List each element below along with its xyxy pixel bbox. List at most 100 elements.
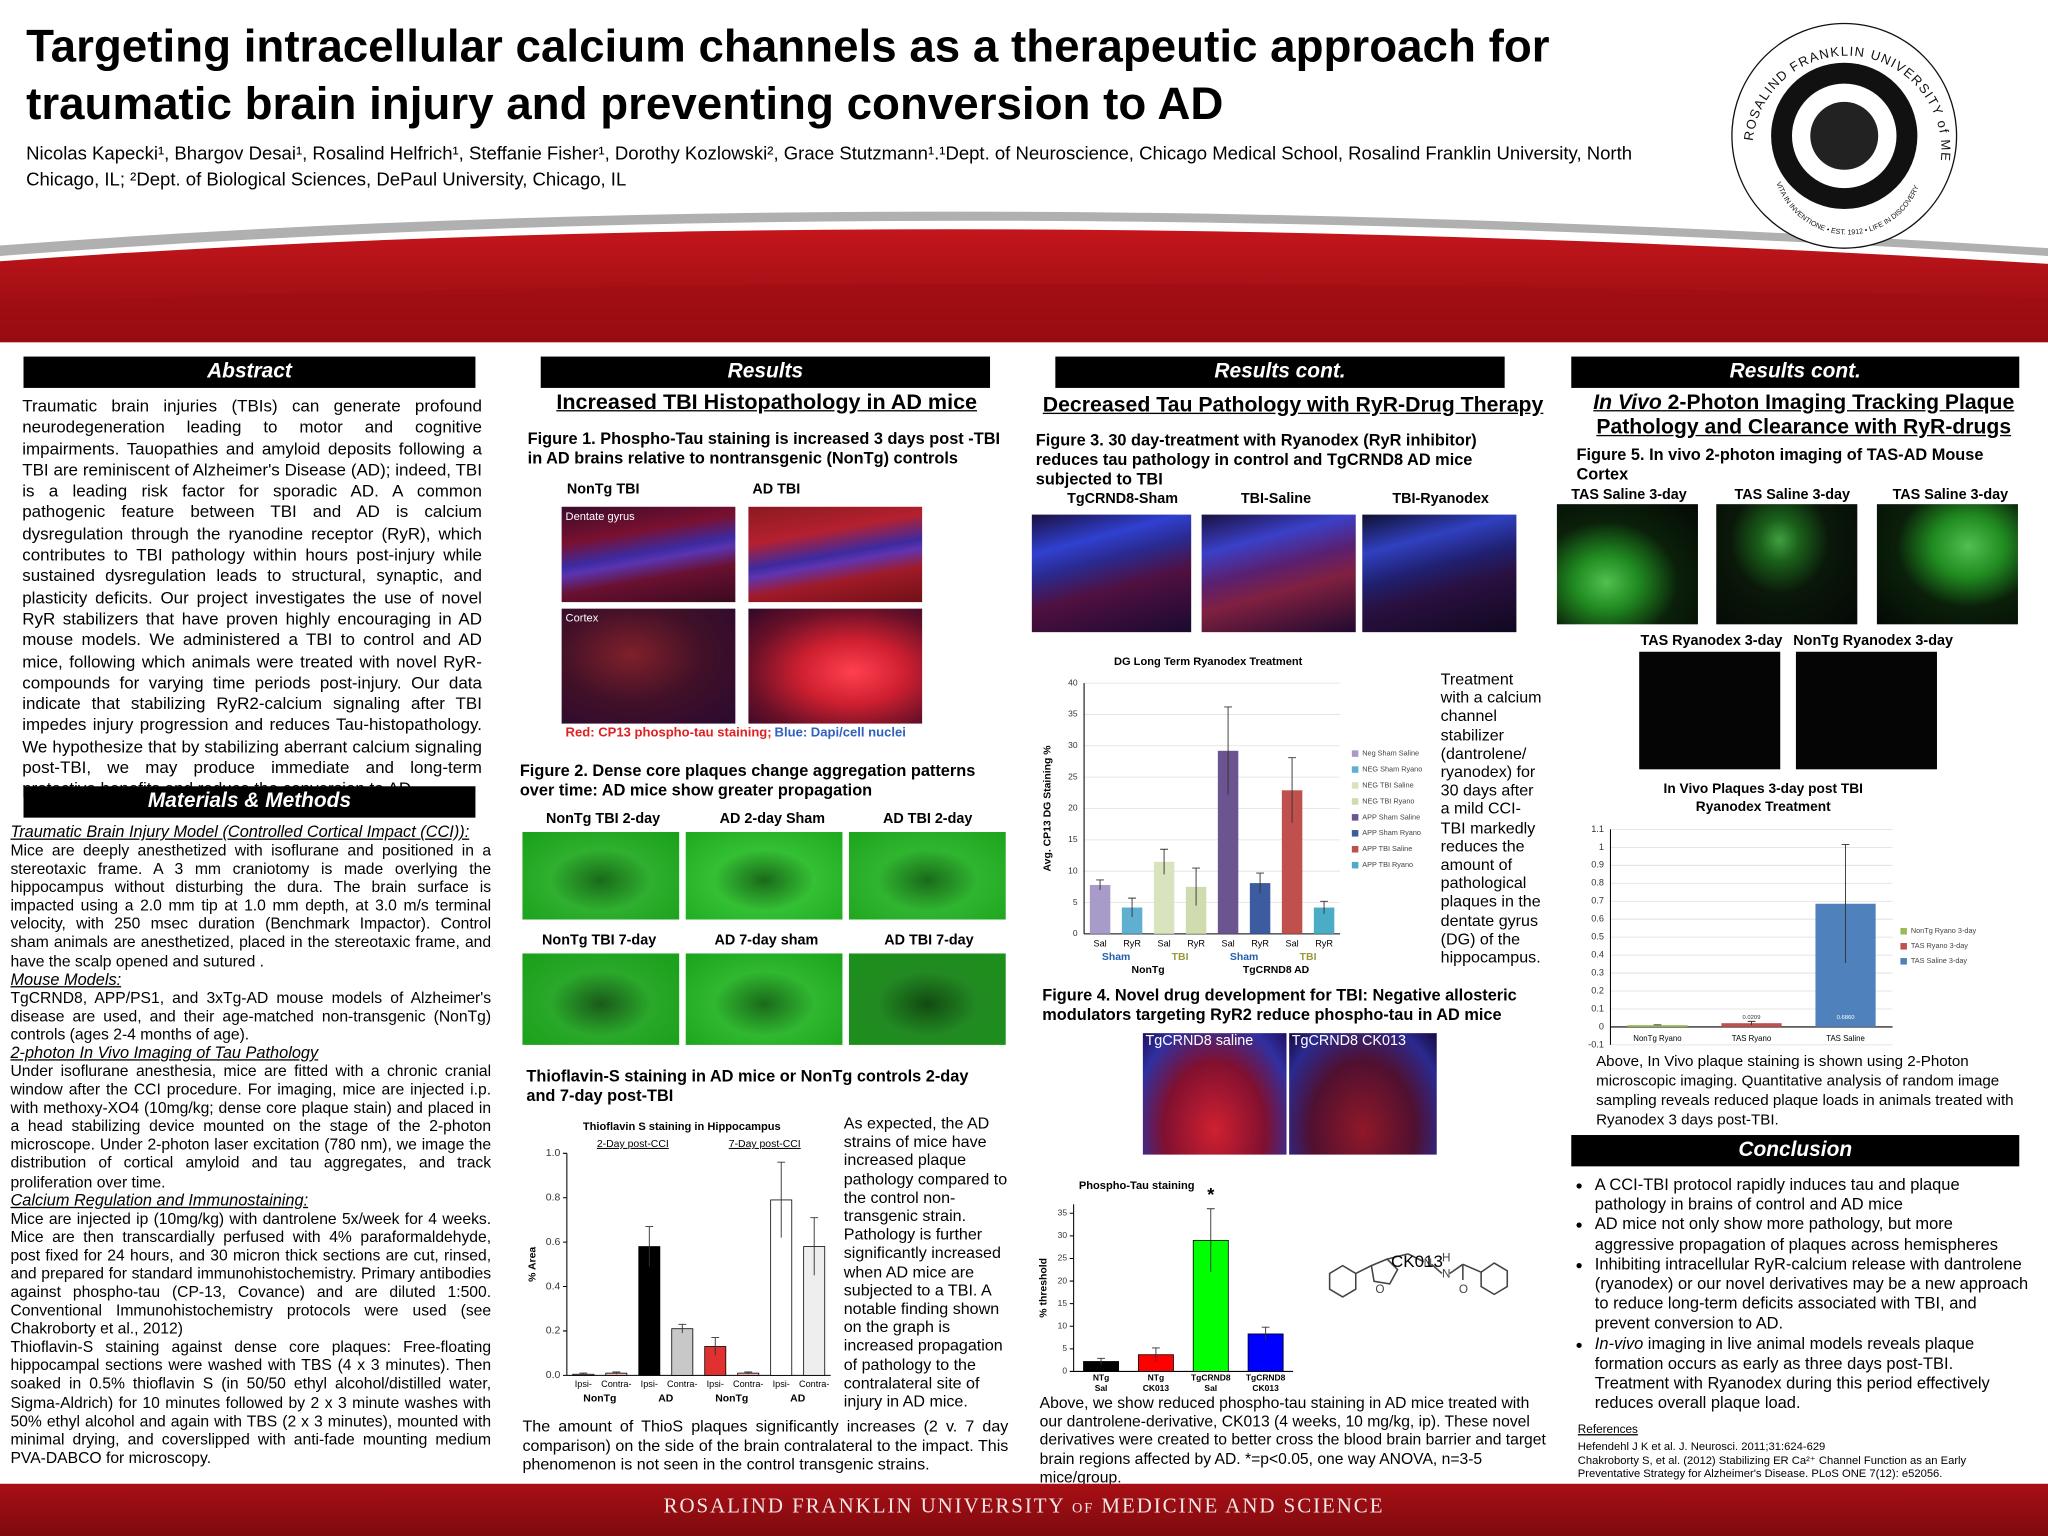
y-tick-label: 0.7 xyxy=(1591,896,1604,906)
error-bar xyxy=(1288,757,1296,823)
section-heading: Increased TBI Histopathology in AD mice xyxy=(556,390,978,415)
x-tick-label: CK013 xyxy=(1143,1383,1170,1393)
methods-text: Mice are deeply anesthetized with isoflu… xyxy=(10,841,492,970)
x-tick-label: Ipsi- xyxy=(773,1379,790,1389)
footer-band xyxy=(0,1483,2048,1536)
y-tick-label: 10 xyxy=(1068,865,1078,875)
x-tick-label: Sal xyxy=(1221,939,1234,949)
y-tick-label: 0.8 xyxy=(546,1192,561,1203)
x-tick-label: Contra- xyxy=(667,1379,697,1389)
authors: Nicolas Kapecki¹, Bhargov Desai¹, Rosali… xyxy=(26,143,1633,191)
error-bar xyxy=(1653,1024,1662,1026)
image-label: TAS Saline 3-day xyxy=(1571,487,1687,503)
figure-caption: Figure 4. Novel drug development for TBI… xyxy=(1042,986,1517,1024)
image-label: TAS Ryanodex 3-day xyxy=(1640,633,1783,650)
methods-text: TgCRND8, APP/PS1, and 3xTg-AD mouse mode… xyxy=(10,988,492,1044)
y-tick-label: 0.9 xyxy=(1591,860,1604,870)
legend-label: APP Sham Saline xyxy=(1362,812,1420,821)
micrograph xyxy=(1031,514,1192,633)
bar xyxy=(1721,1023,1782,1027)
micrograph: TgCRND8 saline xyxy=(1142,1033,1287,1155)
micrograph xyxy=(522,831,680,920)
error-bar xyxy=(1841,844,1850,964)
figure-caption: Thioflavin-S staining in AD mice or NonT… xyxy=(526,1067,969,1105)
y-tick-label: 5 xyxy=(1073,897,1078,907)
legend-swatch xyxy=(1900,927,1907,935)
image-label: NonTg TBI xyxy=(566,481,640,498)
legend-text: Blue: Dapi/cell nuclei xyxy=(774,726,906,741)
image-label: NonTg TBI 7-day xyxy=(542,932,657,949)
x-tick-label: Sal xyxy=(1157,939,1170,949)
y-tick-label: 0.8 xyxy=(1591,878,1604,888)
methods-heading: 2-photon In Vivo Imaging of Tau Patholog… xyxy=(10,1043,319,1062)
y-tick-label: 0 xyxy=(1073,928,1078,938)
legend-label: TAS Saline 3-day xyxy=(1911,956,1968,965)
header-band xyxy=(0,211,2048,343)
chart-title: Thioflavin S staining in Hippocampus xyxy=(583,1121,781,1133)
heading-italic: In Vivo xyxy=(1593,390,1662,415)
body-text: The amount of ThioS plaques significantl… xyxy=(522,1417,1009,1474)
y-tick-label: 40 xyxy=(1068,677,1078,687)
x-tick-label: NTg xyxy=(1148,1373,1164,1383)
section-header: Results cont. xyxy=(1055,356,1505,388)
micrograph xyxy=(1716,504,1858,625)
micrograph: Cortex xyxy=(561,608,736,724)
bar xyxy=(1313,907,1335,934)
conclusion: A CCI-TBI protocol rapidly induces tau a… xyxy=(1574,1176,2031,1414)
image-label: TAS Saline 3-day xyxy=(1734,487,1851,503)
legend-label: Neg Sham Saline xyxy=(1362,749,1419,758)
body-text: Above, we show reduced phospho-tau stain… xyxy=(1039,1393,1546,1487)
x-tick-label: Sal xyxy=(1285,939,1298,949)
image-label: TgCRND8 saline xyxy=(1145,1033,1254,1049)
atom-label: N xyxy=(1442,1267,1451,1280)
legend-label: TAS Ryano 3-day xyxy=(1911,941,1968,950)
image-label: TgCRND8-Sham xyxy=(1067,491,1179,507)
bullet: A CCI-TBI protocol rapidly induces tau a… xyxy=(1595,1176,2031,1216)
side-text: Treatment with a calcium channel stabili… xyxy=(1440,670,1542,967)
y-tick-label: 25 xyxy=(1058,1253,1068,1263)
y-tick-label: 0.5 xyxy=(1591,932,1604,942)
legend-swatch xyxy=(1351,845,1359,853)
error-bar xyxy=(579,1372,588,1376)
references-title: References xyxy=(1577,1422,1638,1436)
atom-label: H xyxy=(1442,1252,1451,1265)
heading-text: 2-Photon Imaging Tracking Plaque Patholo… xyxy=(1596,390,2015,439)
y-tick-label: 5 xyxy=(1062,1343,1067,1353)
image-label: AD 7-day sham xyxy=(714,932,819,949)
image-label: TBI-Saline xyxy=(1240,491,1312,507)
section-header: Conclusion xyxy=(1571,1135,2020,1167)
chart-title: DG Long Term Ryanodex Treatment xyxy=(1114,656,1303,668)
x-tick-label: TAS Saline xyxy=(1826,1034,1865,1043)
abstract-text: Traumatic brain injuries (TBIs) can gene… xyxy=(22,395,482,799)
image-label: NonTg TBI 2-day xyxy=(545,811,661,827)
bar xyxy=(1217,750,1239,934)
error-bar xyxy=(1261,1326,1270,1341)
image-label: Dentate gyrus xyxy=(565,509,635,523)
error-bar xyxy=(1096,879,1104,890)
bullet: AD mice not only show more pathology, bu… xyxy=(1595,1215,2031,1255)
bullet: Inhibiting intracellular RyR-calcium rel… xyxy=(1595,1255,2031,1334)
error-bar xyxy=(1128,897,1136,917)
error-bar xyxy=(1256,872,1264,894)
chart: Thioflavin S staining in Hippocampus % Ar… xyxy=(528,1121,831,1405)
x-tick-label: NTg xyxy=(1093,1373,1109,1383)
legend-label: NEG TBI Saline xyxy=(1362,780,1413,789)
group-label: NonTg xyxy=(715,1394,748,1405)
bar xyxy=(1281,790,1303,934)
image-label: Cortex xyxy=(565,611,599,625)
group-label: NonTg xyxy=(1132,965,1165,976)
y-axis-label: % threshold xyxy=(1038,1258,1049,1318)
micrograph xyxy=(748,506,923,603)
legend-swatch xyxy=(1351,798,1359,805)
y-tick-label: 0.4 xyxy=(546,1281,561,1292)
chart: -0.1 0 0.1 0.2 0.3 0.4 0.5 0.6 0.7 0.8 0.9 1 1.1 NonT… xyxy=(1588,824,1976,1050)
x-tick-label: Contra- xyxy=(601,1379,631,1389)
micrograph: TgCRND8 CK013 xyxy=(1289,1033,1437,1155)
micrograph xyxy=(1876,504,2018,625)
bullet-text: imaging in live animal models reveals pl… xyxy=(1594,1334,1990,1413)
bar xyxy=(1185,886,1207,934)
atom-label: O xyxy=(1375,1283,1384,1296)
x-tick-label: Sal xyxy=(1204,1383,1217,1393)
image-label: TgCRND8 CK013 xyxy=(1291,1033,1406,1049)
